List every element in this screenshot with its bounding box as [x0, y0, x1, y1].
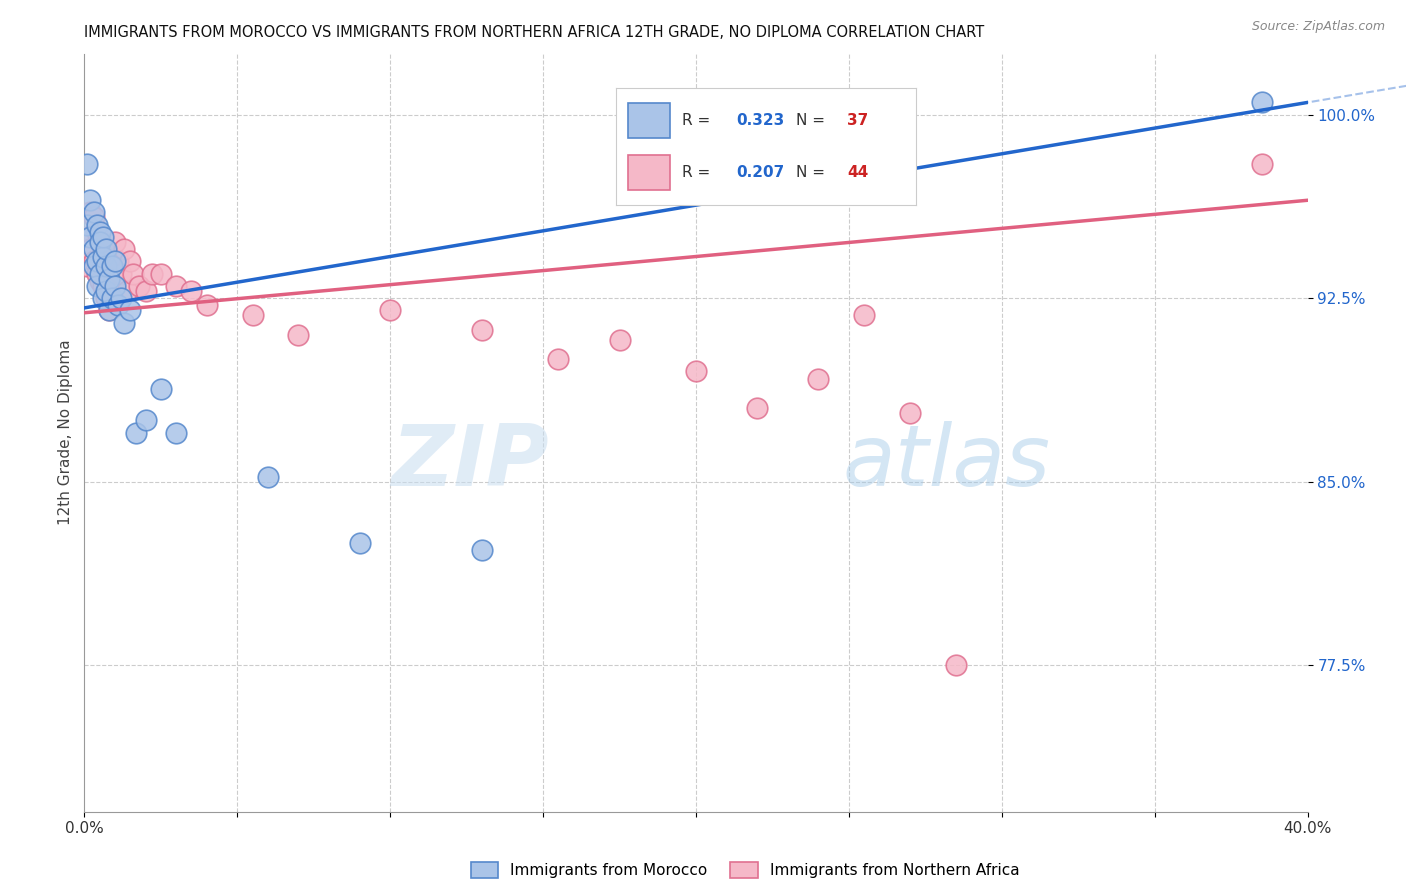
- Point: [135, 413, 157, 427]
- Point: [91, 278, 114, 293]
- Text: ZIP: ZIP: [391, 421, 550, 505]
- Point: [945, 657, 967, 672]
- Point: [471, 323, 494, 337]
- Point: [79, 242, 101, 256]
- Point: [120, 303, 142, 318]
- Point: [1250, 156, 1272, 170]
- Point: [180, 284, 202, 298]
- Point: [107, 298, 129, 312]
- Point: [89, 274, 111, 288]
- Point: [97, 303, 120, 318]
- Point: [94, 291, 117, 305]
- Y-axis label: 12th Grade, No Diploma: 12th Grade, No Diploma: [58, 340, 73, 525]
- Point: [807, 372, 830, 386]
- Point: [115, 284, 138, 298]
- Point: [97, 254, 120, 268]
- Point: [122, 267, 145, 281]
- Point: [89, 235, 111, 249]
- Point: [898, 406, 921, 420]
- Point: [141, 267, 163, 281]
- Point: [165, 278, 187, 293]
- Point: [83, 260, 105, 274]
- Point: [94, 242, 117, 256]
- Point: [79, 205, 101, 219]
- Point: [547, 352, 569, 367]
- Point: [149, 267, 172, 281]
- Text: atlas: atlas: [842, 421, 1050, 505]
- Point: [110, 267, 132, 281]
- Point: [195, 298, 218, 312]
- Point: [125, 425, 148, 440]
- Point: [128, 278, 150, 293]
- Point: [97, 271, 120, 285]
- Point: [165, 425, 187, 440]
- Point: [79, 194, 101, 208]
- Point: [1250, 95, 1272, 110]
- Point: [91, 291, 114, 305]
- Point: [91, 250, 114, 264]
- Point: [747, 401, 769, 416]
- Point: [83, 211, 105, 225]
- Point: [101, 291, 124, 305]
- Point: [89, 267, 111, 281]
- Text: Source: ZipAtlas.com: Source: ZipAtlas.com: [1251, 20, 1385, 33]
- Point: [89, 225, 111, 239]
- Legend: Immigrants from Morocco, Immigrants from Northern Africa: Immigrants from Morocco, Immigrants from…: [464, 856, 1026, 884]
- Point: [112, 316, 135, 330]
- Point: [94, 260, 117, 274]
- Point: [685, 364, 707, 378]
- Point: [86, 218, 108, 232]
- Point: [101, 260, 124, 274]
- Point: [101, 267, 124, 281]
- Point: [86, 254, 108, 268]
- Point: [110, 291, 132, 305]
- Point: [380, 303, 402, 318]
- Point: [97, 303, 120, 318]
- Point: [104, 235, 127, 249]
- Point: [149, 382, 172, 396]
- Point: [120, 254, 142, 268]
- Point: [76, 260, 98, 274]
- Point: [853, 308, 876, 322]
- Point: [76, 218, 98, 232]
- Point: [471, 543, 494, 558]
- Point: [83, 254, 105, 268]
- Point: [83, 205, 105, 219]
- Point: [76, 156, 98, 170]
- Point: [104, 254, 127, 268]
- Point: [135, 284, 157, 298]
- Point: [257, 469, 280, 483]
- Point: [89, 235, 111, 249]
- Point: [76, 230, 98, 244]
- Point: [83, 242, 105, 256]
- Point: [94, 250, 117, 264]
- Point: [86, 278, 108, 293]
- Point: [104, 278, 127, 293]
- Point: [91, 242, 114, 256]
- Point: [107, 254, 129, 268]
- Point: [86, 225, 108, 239]
- Point: [79, 230, 101, 244]
- Point: [94, 284, 117, 298]
- Point: [91, 230, 114, 244]
- Point: [86, 267, 108, 281]
- Point: [287, 327, 309, 342]
- Point: [112, 242, 135, 256]
- Point: [242, 308, 264, 322]
- Point: [609, 333, 631, 347]
- Text: IMMIGRANTS FROM MOROCCO VS IMMIGRANTS FROM NORTHERN AFRICA 12TH GRADE, NO DIPLOM: IMMIGRANTS FROM MOROCCO VS IMMIGRANTS FR…: [84, 25, 984, 40]
- Point: [349, 535, 371, 549]
